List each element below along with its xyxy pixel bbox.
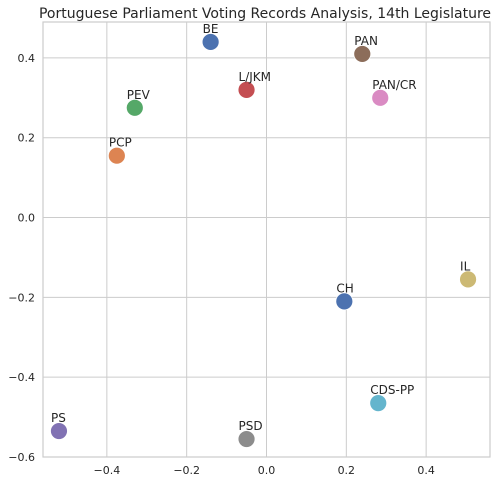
grid-layer [43,22,490,458]
point-labels: BE PAN L/JKM PAN/CR PEV PCP IL CH CDS-PP PS PSD [51,22,471,433]
point-label: IL [460,259,471,273]
data-point-il [459,270,477,289]
data-point-cds-pp [369,394,388,413]
y-tick-label: 0.2 [18,132,36,145]
x-tick-label: −0.2 [173,464,200,477]
x-tick-label: 0.2 [338,464,356,477]
data-point-pev [125,98,144,117]
point-label: PS [51,411,66,425]
chart-title: Portuguese Parliament Voting Records Ana… [39,6,491,22]
y-tick-label: −0.4 [8,371,35,384]
point-label: L/JKM [239,70,272,84]
point-label: PCP [109,136,132,150]
data-point-pan-cr [371,88,390,107]
data-point-psd [237,430,256,448]
x-tick-label: −0.4 [93,464,120,477]
tick-labels: −0.4 −0.2 0.0 0.2 0.4 −0.6 −0.4 −0.2 0.0 0.2 0.4 [8,52,435,477]
axes-frame [42,21,491,458]
y-tick-label: 0.4 [18,52,36,65]
point-label: CDS-PP [370,383,414,397]
point-label: PEV [127,88,151,102]
data-point-l-jkm [237,80,256,99]
data-points [50,33,477,448]
y-tick-label: 0.0 [18,212,36,225]
data-point-be [201,33,220,51]
data-point-pan [353,45,372,63]
x-tick-label: 0.4 [417,464,435,477]
point-label: CH [336,281,353,295]
point-label: BE [203,22,219,36]
y-tick-label: −0.6 [8,451,35,464]
data-point-ps [50,422,68,440]
data-point-pcp [107,146,126,165]
data-point-ch [335,292,354,311]
point-label: PAN [354,34,378,48]
y-tick-label: −0.2 [8,291,35,304]
point-label: PAN/CR [372,78,416,92]
x-tick-label: 0.0 [258,464,276,477]
point-label: PSD [239,419,263,433]
